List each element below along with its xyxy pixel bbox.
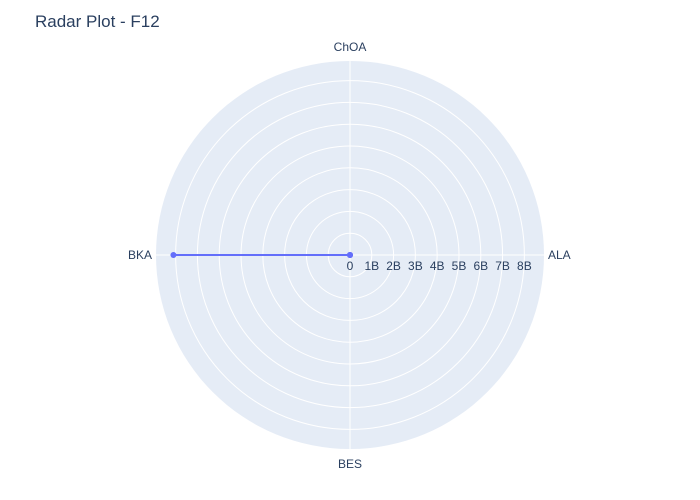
chart-title: Radar Plot - F12: [35, 12, 160, 31]
radial-tick-label: 3B: [408, 259, 423, 273]
radial-tick-label: 4B: [430, 259, 445, 273]
angular-tick-label: BES: [338, 457, 362, 471]
radial-tick-label: 1B: [364, 259, 379, 273]
radial-tick-label: 7B: [495, 259, 510, 273]
series-point: [347, 252, 353, 258]
series-point: [170, 252, 177, 258]
radial-tick-label: 2B: [386, 259, 401, 273]
angular-tick-label: ChOA: [334, 40, 367, 54]
radial-tick-label: 8B: [517, 259, 532, 273]
angular-tick-label: BKA: [128, 248, 152, 262]
radial-tick-label: 5B: [452, 259, 467, 273]
radial-tick-label: 6B: [473, 259, 488, 273]
angular-tick-label: ALA: [548, 248, 571, 262]
radial-tick-label: 0: [347, 259, 354, 273]
